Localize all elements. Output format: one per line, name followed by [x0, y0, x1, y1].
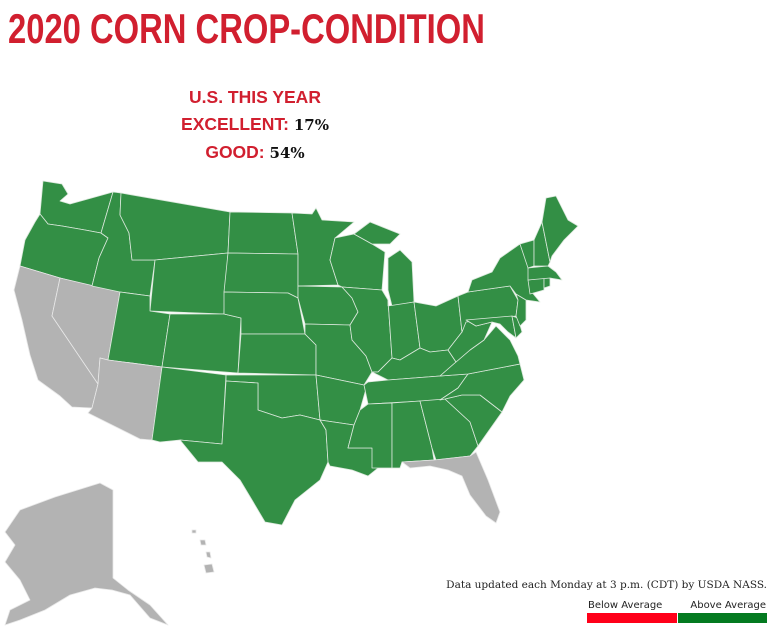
summary-heading: U.S. THIS YEAR: [189, 87, 321, 107]
state-ma[interactable]: [527, 265, 563, 281]
legend-above-swatch: [677, 613, 767, 623]
state-nd[interactable]: [227, 211, 299, 255]
state-hi[interactable]: [191, 529, 215, 574]
us-summary: U.S. THIS YEAR EXCELLENT: 17% GOOD: 54%: [140, 84, 370, 167]
state-sd[interactable]: [223, 252, 299, 299]
data-source-note: Data updated each Monday at 3 p.m. (CDT)…: [446, 579, 767, 591]
state-ri[interactable]: [543, 277, 551, 289]
state-mt[interactable]: [119, 192, 231, 261]
us-state-map: [4, 180, 579, 626]
legend-above-label: Above Average: [690, 600, 766, 611]
state-il[interactable]: [341, 286, 393, 373]
legend-below-label: Below Average: [588, 600, 663, 611]
state-wy[interactable]: [149, 252, 229, 315]
state-co[interactable]: [161, 313, 242, 374]
excellent-row: EXCELLENT: 17%: [140, 111, 370, 139]
good-row: GOOD: 54%: [140, 139, 370, 167]
state-wi[interactable]: [329, 233, 386, 291]
state-az[interactable]: [87, 357, 163, 441]
good-value: 54%: [269, 144, 305, 162]
map-legend: Below Average Above Average: [587, 600, 767, 623]
state-ak[interactable]: [4, 482, 169, 626]
state-tx[interactable]: [179, 380, 329, 526]
state-ks[interactable]: [237, 333, 317, 376]
state-de[interactable]: [511, 315, 523, 339]
legend-below-swatch: [587, 613, 677, 623]
page-title: 2020 CORN CROP-CONDITION: [8, 5, 485, 52]
state-ms[interactable]: [347, 402, 393, 469]
state-fl[interactable]: [401, 451, 501, 524]
good-label: GOOD:: [205, 142, 265, 162]
excellent-value: 17%: [293, 116, 329, 134]
state-nh[interactable]: [533, 221, 551, 267]
state-nc[interactable]: [439, 363, 525, 413]
excellent-label: EXCELLENT:: [181, 114, 289, 134]
state-ct[interactable]: [527, 277, 545, 295]
state-nm[interactable]: [151, 366, 227, 445]
state-me[interactable]: [541, 195, 579, 263]
